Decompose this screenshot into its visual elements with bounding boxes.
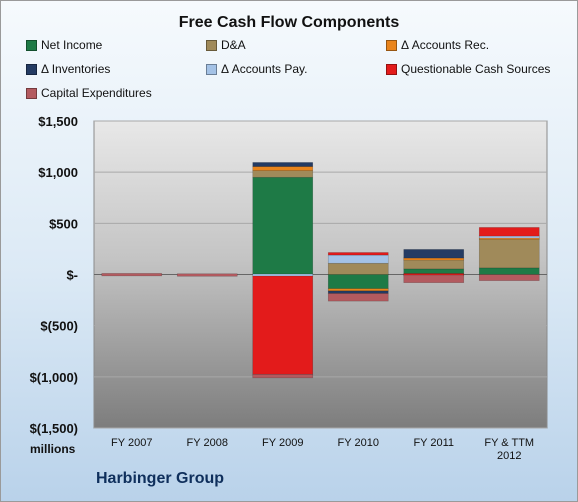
bar-segment bbox=[403, 249, 465, 259]
x-tick-label: FY 2009 bbox=[262, 437, 303, 449]
bar-segment bbox=[478, 238, 540, 269]
bar-segment bbox=[252, 170, 314, 178]
legend-swatch-accounts-pay bbox=[206, 63, 217, 75]
y-tick-label: $(1,000) bbox=[30, 370, 78, 385]
bar-segment bbox=[176, 273, 238, 277]
bar-segment bbox=[252, 162, 314, 167]
legend-label-accounts-pay: Δ Accounts Pay. bbox=[221, 62, 308, 76]
bar-segment bbox=[478, 227, 540, 237]
legend-label-net-income: Net Income bbox=[41, 38, 103, 52]
bar-segment bbox=[327, 290, 389, 294]
legend-label-da: D&A bbox=[221, 38, 246, 52]
legend-swatch-questionable-cash bbox=[386, 63, 397, 75]
y-tick-label: $500 bbox=[49, 216, 78, 231]
legend-swatch-inventories bbox=[26, 63, 37, 75]
bar-segment bbox=[101, 273, 163, 277]
x-tick-label: FY 2011 bbox=[413, 437, 454, 449]
chart-title: Free Cash Flow Components bbox=[178, 14, 400, 31]
y-tick-label: $- bbox=[66, 268, 78, 283]
y-tick-label: $(500) bbox=[40, 319, 78, 334]
bar-segment bbox=[252, 373, 314, 379]
x-tick-label: 2012 bbox=[497, 450, 521, 462]
legend-swatch-net-income bbox=[26, 39, 37, 51]
legend-label-questionable-cash: Questionable Cash Sources bbox=[401, 62, 551, 76]
legend-item-accounts-pay: Δ Accounts Pay. bbox=[206, 62, 308, 76]
legend-item-questionable-cash: Questionable Cash Sources bbox=[386, 62, 550, 76]
bar-segment bbox=[252, 166, 314, 171]
legend-item-net-income: Net Income bbox=[26, 38, 102, 52]
legend-label-capex: Capital Expenditures bbox=[41, 86, 152, 100]
legend-swatch-capex bbox=[26, 87, 37, 99]
legend-item-da: D&A bbox=[206, 38, 246, 52]
legend-item-accounts-rec: Δ Accounts Rec. bbox=[386, 38, 489, 52]
bar-segment bbox=[478, 274, 540, 281]
y-tick-label: $(1,500) bbox=[30, 421, 78, 436]
company-name: Harbinger Group bbox=[96, 470, 225, 487]
x-tick-label: FY & TTM bbox=[484, 437, 534, 449]
units-label: millions bbox=[30, 442, 76, 456]
bar-segment bbox=[252, 275, 314, 375]
bar-segment bbox=[403, 259, 465, 270]
legend-item-inventories: Δ Inventories bbox=[26, 62, 110, 76]
legend-swatch-da bbox=[206, 39, 217, 51]
x-tick-label: FY 2008 bbox=[187, 437, 228, 449]
bar-segment bbox=[327, 274, 389, 290]
bar-segment bbox=[327, 254, 389, 264]
y-tick-label: $1,500 bbox=[38, 114, 78, 129]
legend-item-capex: Capital Expenditures bbox=[26, 86, 152, 100]
x-tick-label: FY 2010 bbox=[338, 437, 379, 449]
y-tick-label: $1,000 bbox=[38, 165, 78, 180]
bar-segment bbox=[478, 267, 540, 275]
bar-segment bbox=[327, 293, 389, 302]
legend-label-inventories: Δ Inventories bbox=[41, 62, 111, 76]
legend-swatch-accounts-rec bbox=[386, 39, 397, 51]
bar-segment bbox=[327, 252, 389, 256]
bar-segment bbox=[327, 262, 389, 275]
bar-segment bbox=[252, 176, 314, 275]
x-tick-label: FY 2007 bbox=[111, 437, 152, 449]
bar-segment bbox=[403, 274, 465, 283]
legend-label-accounts-rec: Δ Accounts Rec. bbox=[401, 38, 490, 52]
